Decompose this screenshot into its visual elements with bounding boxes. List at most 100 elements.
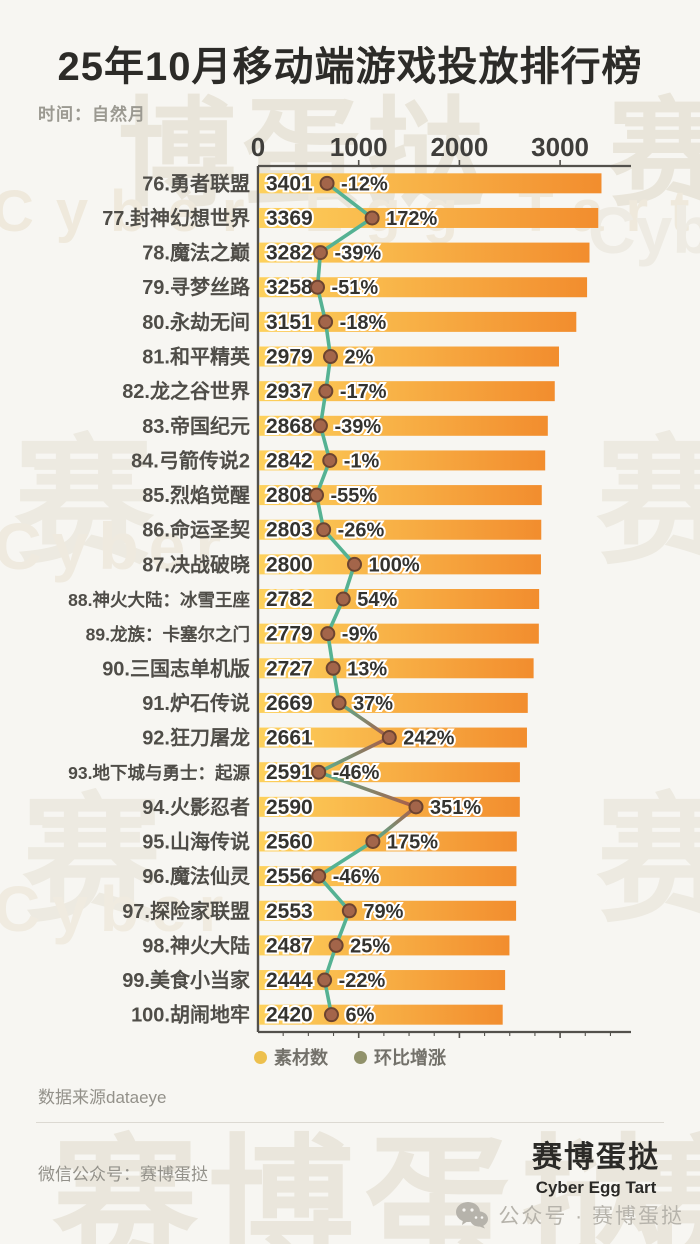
trend-dot — [318, 383, 334, 399]
row-label: 98.神火大陆 — [142, 933, 250, 957]
trend-dot — [316, 522, 332, 538]
pct-label: -9% — [342, 624, 378, 646]
pct-label: -12% — [341, 173, 388, 195]
trend-segment — [321, 527, 357, 567]
bar-value: 2590 — [266, 796, 313, 819]
trend-dot — [318, 314, 334, 330]
row-label: 83.帝国纪元 — [142, 414, 250, 438]
trend-dot — [341, 903, 357, 919]
row-label: 80.永劫无间 — [142, 310, 250, 334]
row-label: 95.山海传说 — [142, 829, 250, 853]
trend-segment — [337, 701, 392, 740]
pct-label: -22% — [339, 970, 386, 992]
bar-value: 2979 — [266, 346, 313, 369]
row-label: 90.三国志单机版 — [102, 656, 250, 680]
bar — [259, 485, 542, 506]
bar — [259, 589, 540, 609]
x-axis-tick-label: 2000 — [430, 132, 488, 162]
bar-value: 2560 — [266, 830, 313, 853]
bar-value: 2420 — [266, 1004, 313, 1027]
bar-value: 2782 — [266, 588, 313, 611]
legend-dot-olive — [354, 1050, 367, 1064]
row-label: 97.探险家联盟 — [122, 899, 250, 923]
trend-dot — [311, 868, 327, 884]
pct-label: -39% — [334, 416, 381, 438]
row-label: 93.地下城与勇士：起源 — [68, 763, 250, 783]
bar — [259, 831, 517, 852]
row-label: 79.寻梦丝路 — [142, 275, 251, 299]
trend-dot — [328, 937, 344, 953]
trend-dot — [381, 730, 397, 746]
row-label: 99.美食小当家 — [122, 968, 251, 992]
trend-dot — [408, 799, 424, 815]
bar — [259, 1004, 503, 1025]
row-label: 82.龙之谷世界 — [122, 379, 250, 403]
legend-dot-yellow — [254, 1050, 267, 1064]
bar-value: 2727 — [266, 657, 313, 680]
bar — [259, 935, 510, 956]
pct-label: -26% — [338, 520, 385, 542]
chart-legend: 素材数 环比增涨 — [0, 1044, 700, 1070]
brand-logo: 赛博蛋挞 Cyber Egg Tart — [532, 1132, 660, 1198]
bar — [259, 381, 555, 402]
pct-label: 100% — [369, 554, 420, 576]
bar — [259, 207, 599, 228]
trend-dot — [364, 210, 380, 226]
row-label: 96.魔法仙灵 — [142, 864, 251, 888]
trend-dot — [309, 487, 325, 503]
time-range-note: 时间：自然月 — [38, 105, 146, 124]
bar-value: 2937 — [266, 380, 313, 403]
trend-dot — [311, 764, 327, 780]
bar-value: 2842 — [266, 449, 313, 472]
bar — [259, 277, 588, 298]
trend-dot — [317, 972, 333, 988]
trend-dot — [312, 418, 328, 434]
pct-label: -51% — [332, 277, 379, 299]
pct-label: 242% — [403, 728, 454, 750]
brand-name-en: Cyber Egg Tart — [535, 1178, 657, 1197]
trend-dot — [365, 833, 381, 849]
bar-value: 2487 — [266, 934, 313, 957]
row-label: 87.决战破晓 — [142, 553, 250, 576]
data-source-note: 数据来源dataeye — [38, 1088, 167, 1107]
row-label: 88.神火大陆：冰雪王座 — [68, 590, 250, 610]
bar-value: 3151 — [266, 311, 313, 334]
pct-label: -18% — [340, 312, 387, 334]
row-label: 86.命运圣契 — [142, 518, 251, 542]
trend-segment — [316, 770, 418, 809]
row-label: 85.烈焰觉醒 — [142, 483, 250, 507]
x-axis-tick-label: 1000 — [330, 132, 388, 162]
bar — [259, 173, 602, 194]
trend-segment — [316, 874, 352, 913]
bar-value: 2669 — [266, 692, 313, 715]
bar — [259, 242, 590, 263]
row-label: 76.勇者联盟 — [142, 171, 250, 195]
wechat-account-note: 微信公众号：赛博蛋挞 — [38, 1165, 208, 1184]
trend-dot — [322, 452, 338, 468]
pct-label: -46% — [333, 866, 380, 888]
trend-dot — [322, 349, 338, 365]
bar — [259, 554, 541, 575]
legend-item-material-count: 素材数 — [254, 1044, 328, 1070]
bar-value: 2553 — [266, 900, 313, 923]
row-label: 100.胡闹地牢 — [131, 1003, 250, 1027]
pct-label: -17% — [340, 381, 387, 403]
bar — [259, 415, 548, 436]
trend-dot — [312, 245, 328, 261]
x-axis-tick-label: 0 — [251, 132, 265, 162]
trend-dot — [331, 695, 347, 711]
pct-label: -55% — [331, 485, 378, 507]
trend-dot — [310, 279, 326, 295]
trend-segment — [316, 839, 375, 878]
badge-text: 公众号 · 赛博蛋挞 — [498, 1205, 684, 1228]
bar-value: 2803 — [266, 519, 313, 542]
wechat-icon — [456, 1202, 489, 1229]
bar-value: 2661 — [266, 727, 313, 750]
bar-value: 2868 — [266, 415, 313, 438]
row-label: 89.龙族：卡塞尔之门 — [86, 625, 250, 645]
row-label: 91.炉石传说 — [142, 691, 250, 715]
pct-label: -39% — [334, 243, 381, 265]
bar-value: 3401 — [266, 172, 313, 195]
pct-label: -1% — [344, 450, 380, 472]
